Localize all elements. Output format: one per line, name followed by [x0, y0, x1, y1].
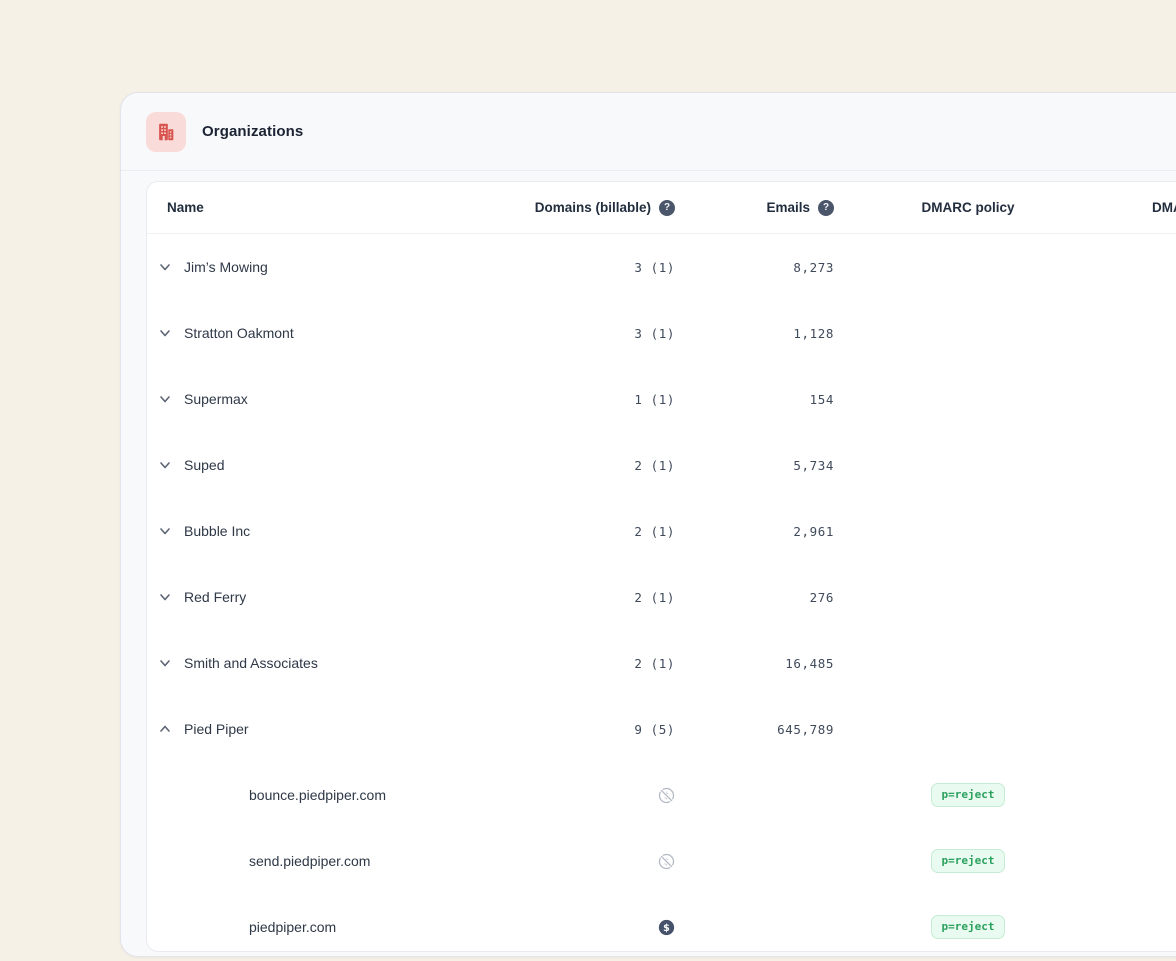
chevron-down-icon[interactable]	[157, 391, 173, 407]
emails-count: 1,128	[793, 325, 834, 341]
emails-count: 2,961	[793, 523, 834, 539]
table-header-row: Name Domains (billable) Emails DMARC pol…	[147, 182, 1176, 234]
org-row[interactable]: Red Ferry 2 (1) 276	[147, 564, 1176, 630]
domain-row[interactable]: piedpiper.com $ p=reject	[147, 894, 1176, 951]
column-header-emails: Emails	[677, 199, 836, 216]
column-header-emails-label: Emails	[766, 200, 810, 215]
domain-name: bounce.piedpiper.com	[249, 787, 386, 803]
chevron-down-icon[interactable]	[157, 457, 173, 473]
dmarc-policy-badge: p=reject	[930, 848, 1006, 874]
org-row[interactable]: Supermax 1 (1) 154	[147, 366, 1176, 432]
domains-count: 3 (1)	[634, 325, 675, 341]
column-header-domains: Domains (billable)	[529, 199, 677, 216]
dollar-off-icon: $	[658, 787, 675, 804]
org-row[interactable]: Pied Piper 9 (5) 645,789	[147, 696, 1176, 762]
chevron-down-icon[interactable]	[157, 523, 173, 539]
building-icon	[159, 123, 174, 140]
domain-name: send.piedpiper.com	[249, 853, 371, 869]
domains-count: 2 (1)	[634, 589, 675, 605]
column-header-name: Name	[167, 200, 204, 215]
domains-count: 9 (5)	[634, 721, 675, 737]
dollar-icon: $	[658, 919, 675, 936]
svg-text:$: $	[663, 922, 670, 933]
chevron-up-icon[interactable]	[157, 721, 173, 737]
chevron-down-icon[interactable]	[157, 259, 173, 275]
org-name: Suped	[184, 457, 225, 473]
dmarc-policy-badge: p=reject	[930, 782, 1006, 808]
domains-count: 1 (1)	[634, 391, 675, 407]
organizations-icon	[146, 111, 186, 152]
emails-count: 16,485	[785, 655, 834, 671]
chevron-down-icon[interactable]	[157, 589, 173, 605]
org-row[interactable]: Smith and Associates 2 (1) 16,485	[147, 630, 1176, 696]
domains-count: 3 (1)	[634, 259, 675, 275]
org-name: Stratton Oakmont	[184, 325, 294, 341]
domains-count: 2 (1)	[634, 523, 675, 539]
domains-count: 2 (1)	[634, 655, 675, 671]
panel-header: Organizations	[121, 93, 1176, 171]
org-row[interactable]: Suped 2 (1) 5,734	[147, 432, 1176, 498]
panel-title: Organizations	[202, 123, 304, 140]
org-name: Supermax	[184, 391, 248, 407]
org-row[interactable]: Jim’s Mowing 3 (1) 8,273	[147, 234, 1176, 300]
chevron-down-icon[interactable]	[157, 325, 173, 341]
emails-count: 645,789	[777, 721, 834, 737]
help-icon[interactable]	[818, 199, 834, 216]
org-name: Red Ferry	[184, 589, 247, 605]
organizations-panel: Organizations Name Domains (billable) Em…	[120, 92, 1176, 957]
org-row[interactable]: Bubble Inc 2 (1) 2,961	[147, 498, 1176, 564]
organizations-table: Name Domains (billable) Emails DMARC pol…	[146, 181, 1176, 952]
emails-count: 5,734	[793, 457, 834, 473]
domain-row[interactable]: bounce.piedpiper.com $ p=reject	[147, 762, 1176, 828]
chevron-down-icon[interactable]	[157, 655, 173, 671]
org-name: Bubble Inc	[184, 523, 251, 539]
org-name: Jim’s Mowing	[184, 259, 268, 275]
emails-count: 8,273	[793, 259, 834, 275]
emails-count: 276	[809, 589, 834, 605]
dmarc-policy-badge: p=reject	[930, 914, 1006, 940]
org-name: Pied Piper	[184, 721, 249, 737]
column-header-domains-label: Domains (billable)	[534, 200, 651, 215]
org-name: Smith and Associates	[184, 655, 318, 671]
domain-row[interactable]: send.piedpiper.com $ p=reject	[147, 828, 1176, 894]
domains-count: 2 (1)	[634, 457, 675, 473]
org-row[interactable]: Stratton Oakmont 3 (1) 1,128	[147, 300, 1176, 366]
column-header-dmarc-policy: DMARC policy	[921, 200, 1015, 215]
domain-name: piedpiper.com	[249, 919, 337, 935]
column-header-dma-truncated: DMA	[1152, 200, 1176, 215]
emails-count: 154	[809, 391, 834, 407]
dollar-off-icon: $	[658, 853, 675, 870]
help-icon[interactable]	[659, 199, 675, 216]
